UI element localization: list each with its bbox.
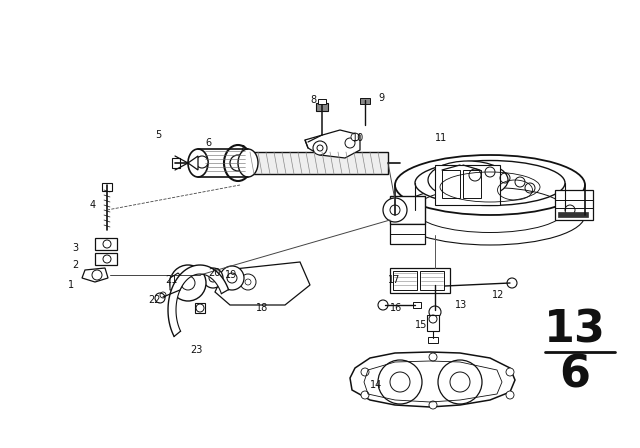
- Bar: [558, 212, 588, 217]
- Bar: [442, 170, 460, 198]
- Ellipse shape: [224, 145, 252, 181]
- Bar: [390, 224, 425, 244]
- Polygon shape: [82, 268, 108, 282]
- Text: 17: 17: [388, 275, 401, 285]
- Circle shape: [203, 268, 223, 288]
- Bar: [95, 238, 117, 250]
- Ellipse shape: [238, 149, 258, 177]
- Text: 5: 5: [155, 130, 161, 140]
- Circle shape: [313, 141, 327, 155]
- Bar: [427, 315, 439, 331]
- Text: 1: 1: [68, 280, 74, 290]
- Polygon shape: [215, 262, 310, 305]
- Circle shape: [170, 265, 206, 301]
- Circle shape: [240, 274, 256, 290]
- Text: 2: 2: [72, 260, 78, 270]
- Circle shape: [361, 391, 369, 399]
- Text: 11: 11: [435, 133, 447, 143]
- Text: 12: 12: [492, 290, 504, 300]
- Bar: [316, 103, 328, 111]
- Bar: [195, 303, 205, 313]
- Text: 21: 21: [165, 275, 177, 285]
- Text: 15: 15: [415, 320, 428, 330]
- Bar: [390, 196, 425, 224]
- Circle shape: [345, 138, 355, 148]
- Bar: [95, 253, 117, 265]
- Ellipse shape: [415, 160, 565, 206]
- Bar: [463, 170, 481, 198]
- Circle shape: [429, 401, 437, 409]
- Polygon shape: [170, 273, 185, 290]
- Bar: [390, 268, 450, 293]
- Circle shape: [506, 368, 514, 376]
- Text: 13: 13: [455, 300, 467, 310]
- Circle shape: [378, 360, 422, 404]
- Text: 13: 13: [544, 309, 606, 352]
- Circle shape: [506, 391, 514, 399]
- Text: 10: 10: [352, 133, 364, 143]
- Circle shape: [92, 270, 102, 280]
- Text: 19: 19: [225, 270, 237, 280]
- Text: 22: 22: [148, 295, 161, 305]
- Bar: [428, 337, 438, 343]
- Circle shape: [196, 156, 208, 168]
- Text: 3: 3: [72, 243, 78, 253]
- Circle shape: [351, 133, 359, 141]
- Text: 18: 18: [256, 303, 268, 313]
- Bar: [102, 183, 112, 191]
- Circle shape: [507, 278, 517, 288]
- Bar: [360, 98, 370, 104]
- Circle shape: [361, 368, 369, 376]
- Bar: [413, 302, 421, 308]
- Bar: [248, 152, 388, 174]
- Circle shape: [429, 353, 437, 361]
- Bar: [435, 165, 500, 205]
- Polygon shape: [350, 352, 515, 407]
- Bar: [555, 190, 593, 220]
- Circle shape: [429, 306, 441, 318]
- Polygon shape: [188, 156, 198, 170]
- Text: 4: 4: [90, 200, 96, 210]
- Circle shape: [390, 372, 410, 392]
- Text: 6: 6: [559, 353, 591, 396]
- Circle shape: [181, 276, 195, 290]
- Circle shape: [103, 240, 111, 248]
- Ellipse shape: [395, 155, 585, 215]
- Ellipse shape: [188, 149, 208, 177]
- Circle shape: [383, 198, 407, 222]
- Circle shape: [450, 372, 470, 392]
- Bar: [318, 99, 326, 104]
- Circle shape: [155, 293, 165, 303]
- Circle shape: [438, 360, 482, 404]
- Text: 7: 7: [238, 145, 244, 155]
- Circle shape: [230, 155, 246, 171]
- Bar: [393, 271, 417, 290]
- Text: 16: 16: [390, 303, 403, 313]
- Text: 14: 14: [370, 380, 382, 390]
- Circle shape: [220, 266, 244, 290]
- Text: 6: 6: [205, 138, 211, 148]
- Text: 23: 23: [190, 345, 202, 355]
- Bar: [172, 158, 180, 168]
- Circle shape: [103, 255, 111, 263]
- Text: 8: 8: [310, 95, 316, 105]
- Bar: [420, 271, 444, 290]
- Circle shape: [378, 300, 388, 310]
- Text: 9: 9: [378, 93, 384, 103]
- Text: 20: 20: [208, 268, 220, 278]
- Polygon shape: [168, 265, 228, 336]
- Ellipse shape: [428, 161, 508, 199]
- Polygon shape: [305, 130, 360, 158]
